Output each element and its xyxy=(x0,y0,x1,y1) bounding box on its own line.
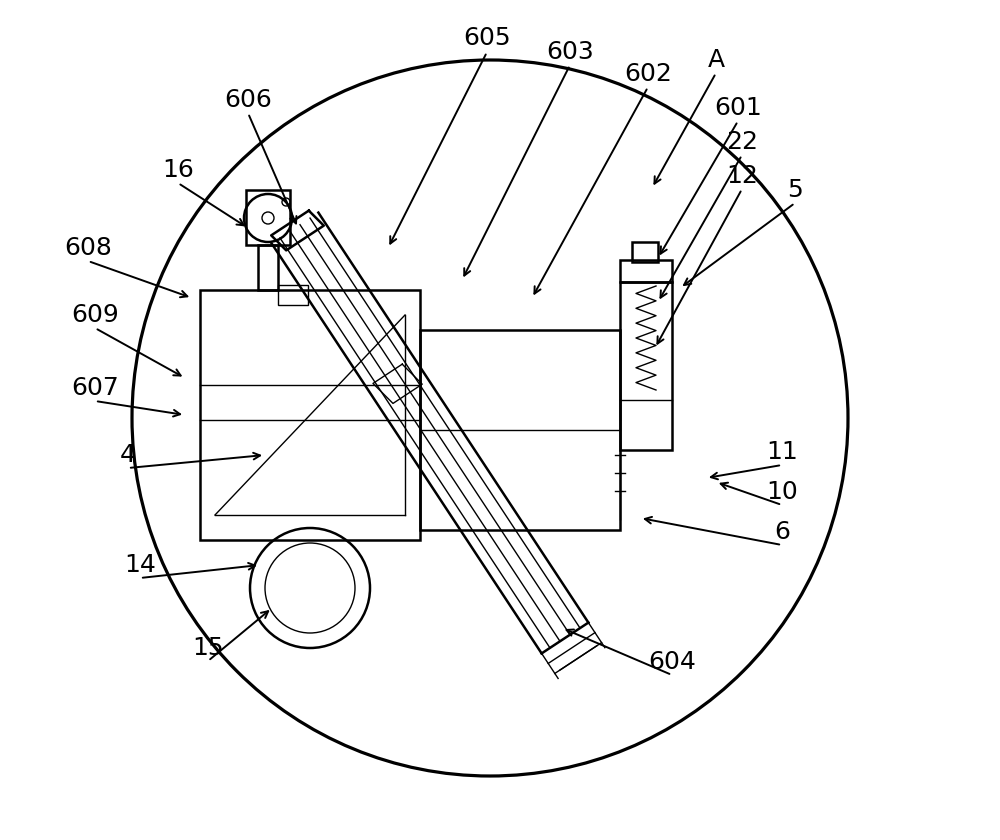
Bar xyxy=(620,260,672,282)
Text: 4: 4 xyxy=(120,443,136,467)
Bar xyxy=(200,290,420,540)
Text: 16: 16 xyxy=(162,158,194,182)
Text: 604: 604 xyxy=(648,650,696,674)
Text: 14: 14 xyxy=(124,553,156,577)
Bar xyxy=(420,330,620,530)
Bar xyxy=(278,285,308,305)
Bar xyxy=(620,282,672,450)
Text: 605: 605 xyxy=(463,26,511,50)
Text: 15: 15 xyxy=(192,636,224,660)
Text: 10: 10 xyxy=(766,480,798,504)
Text: 11: 11 xyxy=(766,440,798,464)
Text: 607: 607 xyxy=(71,376,119,400)
Text: 608: 608 xyxy=(64,236,112,260)
Text: 609: 609 xyxy=(71,303,119,327)
Text: 22: 22 xyxy=(726,130,758,154)
Bar xyxy=(258,245,278,290)
Text: 6: 6 xyxy=(774,520,790,544)
Text: 601: 601 xyxy=(714,96,762,120)
Bar xyxy=(246,190,290,245)
Text: 12: 12 xyxy=(726,164,758,188)
Text: 602: 602 xyxy=(624,62,672,86)
Bar xyxy=(632,242,658,262)
Text: 603: 603 xyxy=(546,40,594,64)
Text: A: A xyxy=(707,48,725,72)
Text: 5: 5 xyxy=(787,178,803,202)
Text: 606: 606 xyxy=(224,88,272,112)
